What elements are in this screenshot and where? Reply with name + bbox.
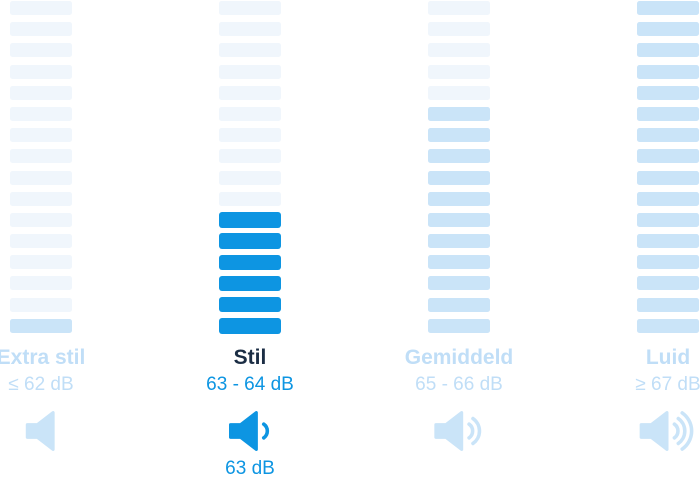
meter-bar-filled — [637, 85, 699, 100]
speaker-two-waves-icon — [434, 410, 484, 452]
level-range: ≥ 67 dB — [635, 374, 700, 395]
meter-bar-empty — [219, 43, 281, 58]
meter-bar-empty — [219, 170, 281, 185]
level-range: 63 - 64 dB — [206, 374, 294, 395]
meter-bar-filled — [219, 233, 281, 249]
meter-bar-empty — [10, 170, 72, 185]
noise-level-column-extra-stil: Extra stil ≤ 62 dB — [0, 0, 146, 482]
meter-bar-empty — [428, 64, 490, 79]
speaker-one-wave-icon — [228, 410, 271, 452]
meter-bar-empty — [10, 149, 72, 164]
meter-bar-empty — [428, 85, 490, 100]
noise-level-column-gemiddeld: Gemiddeld 65 - 66 dB — [354, 0, 564, 482]
meter-bar-empty — [10, 297, 72, 312]
level-label: Extra stil ≤ 62 dB — [0, 346, 146, 396]
meter-bar-empty — [219, 128, 281, 143]
meter-bar-empty — [10, 234, 72, 249]
meter-bar-empty — [10, 255, 72, 270]
level-label: Gemiddeld 65 - 66 dB — [354, 346, 564, 396]
meter-bar-filled — [428, 149, 490, 164]
noise-level-column-luid: Luid ≥ 67 dB — [563, 0, 700, 482]
meter-bar-empty — [219, 85, 281, 100]
meter-bar-filled — [428, 212, 490, 227]
meter-bar-filled — [428, 106, 490, 121]
meter-bar-empty — [10, 106, 72, 121]
meter-bar-filled — [637, 149, 699, 164]
meter-bar-filled — [219, 296, 281, 313]
meter-bar-filled — [637, 318, 699, 333]
meter-bars — [428, 1, 490, 333]
speaker-two-waves-icon — [434, 411, 482, 451]
level-title: Extra stil — [0, 346, 86, 369]
meter-bar-filled — [219, 318, 281, 334]
meter-bar-empty — [10, 64, 72, 79]
meter-bar-filled — [637, 106, 699, 121]
speaker-three-waves-icon — [639, 411, 694, 451]
meter-bar-empty — [10, 128, 72, 143]
meter-bar-empty — [219, 149, 281, 164]
meter-bar-empty — [219, 22, 281, 37]
speaker-no-wave-icon — [25, 411, 55, 451]
meter-bar-filled — [637, 276, 699, 291]
level-title: Luid — [645, 346, 691, 369]
meter-bar-empty — [219, 191, 281, 206]
meter-bar-empty — [428, 22, 490, 37]
level-label: Luid ≥ 67 dB — [563, 346, 700, 396]
meter-bar-filled — [637, 128, 699, 143]
meter-bar-empty — [219, 64, 281, 79]
meter-bar-empty — [10, 85, 72, 100]
meter-bar-empty — [10, 276, 72, 291]
meter-bar-filled — [428, 276, 490, 291]
meter-bar-filled — [428, 170, 490, 185]
meter-bar-empty — [10, 43, 72, 58]
meter-bar-empty — [10, 212, 72, 227]
meter-bar-filled — [637, 234, 699, 249]
meter-bar-empty — [219, 106, 281, 121]
meter-bar-filled — [10, 318, 72, 333]
meter-bar-filled — [637, 64, 699, 79]
speaker-three-waves-icon — [639, 410, 697, 452]
meter-bar-filled — [428, 297, 490, 312]
noise-level-column-stil: Stil 63 - 64 dB 63 dB — [145, 0, 355, 482]
meter-bar-empty — [428, 43, 490, 58]
meter-bars — [219, 1, 281, 334]
meter-bar-empty — [10, 22, 72, 37]
meter-bar-filled — [428, 128, 490, 143]
speaker-one-wave-icon — [229, 411, 270, 451]
level-title: Gemiddeld — [404, 346, 514, 369]
meter-bars — [10, 1, 72, 333]
meter-bar-empty — [10, 191, 72, 206]
meter-bar-filled — [637, 22, 699, 37]
meter-bar-filled — [219, 212, 281, 228]
level-title: Stil — [233, 346, 267, 369]
selected-db-value: 63 dB — [225, 458, 275, 479]
meter-bar-filled — [428, 191, 490, 206]
meter-bar-empty — [428, 1, 490, 15]
meter-bar-filled — [219, 254, 281, 270]
meter-bar-filled — [219, 275, 281, 292]
meter-bar-filled — [428, 318, 490, 333]
speaker-no-wave-icon — [25, 410, 57, 452]
meter-bar-filled — [637, 43, 699, 58]
meter-bar-filled — [637, 297, 699, 312]
meter-bar-filled — [637, 191, 699, 206]
meter-bar-filled — [428, 234, 490, 249]
level-label: Stil 63 - 64 dB — [145, 346, 355, 396]
meter-bar-empty — [219, 1, 281, 15]
meter-bar-filled — [637, 212, 699, 227]
meter-bar-empty — [10, 1, 72, 15]
meter-bar-filled — [637, 1, 699, 15]
level-range: 65 - 66 dB — [415, 374, 503, 395]
meter-bar-filled — [637, 170, 699, 185]
level-range: ≤ 62 dB — [8, 374, 74, 395]
meter-bar-filled — [637, 255, 699, 270]
meter-bars — [637, 1, 699, 333]
meter-bar-filled — [428, 255, 490, 270]
